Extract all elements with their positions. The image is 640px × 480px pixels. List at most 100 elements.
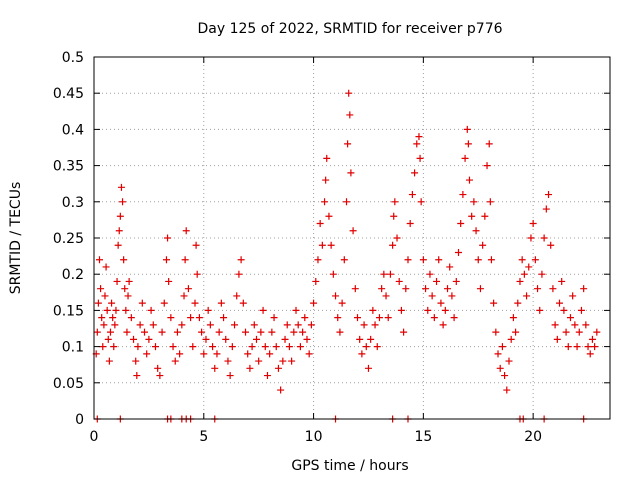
data-point-marker [222,335,230,343]
data-point-marker [143,350,151,358]
data-point-marker [145,335,153,343]
data-point-marker [316,220,324,228]
data-point-marker [393,234,401,242]
data-point-marker [195,314,203,322]
data-point-marker [116,212,124,220]
data-point-marker [384,314,392,322]
data-point-marker [536,306,544,314]
data-point-marker [373,343,381,351]
data-point-marker [507,335,515,343]
data-point-marker [417,198,425,206]
data-point-marker [564,343,572,351]
data-point-marker [123,328,131,336]
data-point-marker [422,285,430,293]
data-point-marker [120,256,128,264]
data-point-marker [591,343,599,351]
data-point-marker [147,306,155,314]
data-point-marker [349,227,357,235]
x-tick-label: 10 [305,429,323,445]
data-point-marker [514,299,522,307]
data-point-marker [301,314,309,322]
data-point-marker [314,256,322,264]
data-point-marker [593,328,601,336]
data-point-marker [299,328,307,336]
data-point-marker [457,220,465,228]
data-point-marker [318,241,326,249]
data-point-marker [176,350,184,358]
data-point-marker [463,125,471,133]
data-point-marker [448,292,456,300]
data-point-marker [102,263,110,271]
data-point-marker [531,256,539,264]
data-point-marker [415,133,423,141]
data-point-marker [378,285,386,293]
data-point-marker [406,220,414,228]
x-tick-label: 0 [90,429,99,445]
data-point-marker [588,335,596,343]
data-point-marker [529,220,537,228]
data-point-marker [274,364,282,372]
data-point-marker [336,328,344,336]
data-point-marker [516,277,524,285]
data-point-marker [288,357,296,365]
data-point-marker [136,321,144,329]
data-point-marker [244,350,252,358]
data-point-marker [498,343,506,351]
data-point-marker [452,277,460,285]
data-point-marker [105,357,113,365]
data-point-marker [586,350,594,358]
data-point-marker [180,292,188,300]
data-point-marker [181,256,189,264]
data-point-marker [125,277,133,285]
data-point-marker [439,321,447,329]
data-point-marker [121,285,129,293]
y-tick-label: 0.3 [62,195,84,211]
data-point-marker [171,357,179,365]
data-point-marker [167,314,175,322]
data-point-marker [375,314,383,322]
data-point-marker [382,292,390,300]
data-point-marker [134,343,142,351]
data-point-marker [133,372,141,380]
data-point-marker [103,306,111,314]
data-point-marker [362,343,370,351]
data-point-marker [242,328,250,336]
data-point-marker [542,205,550,213]
data-point-marker [211,364,219,372]
y-tick-label: 0.25 [53,231,84,247]
data-point-marker [538,270,546,278]
data-points [92,89,601,423]
data-point-marker [518,256,526,264]
data-point-marker [189,343,197,351]
data-point-marker [397,306,405,314]
data-point-marker [173,328,181,336]
data-point-marker [334,314,342,322]
data-point-marker [338,299,346,307]
data-point-marker [213,350,221,358]
data-point-marker [332,292,340,300]
data-point-marker [165,277,173,285]
data-point-marker [268,328,276,336]
data-point-marker [441,306,449,314]
data-point-marker [424,306,432,314]
data-point-marker [158,328,166,336]
data-point-marker [580,285,588,293]
data-point-marker [100,321,108,329]
data-point-marker [257,328,265,336]
data-point-marker [459,191,467,199]
data-point-marker [437,299,445,307]
data-point-marker [468,212,476,220]
y-tick-label: 0.4 [62,122,84,138]
data-point-marker [164,234,172,242]
data-point-marker [162,256,170,264]
data-point-marker [545,191,553,199]
data-point-marker [400,328,408,336]
y-tick-label: 0 [75,412,84,428]
data-point-marker [584,343,592,351]
data-point-marker [390,212,398,220]
data-point-marker [252,335,260,343]
data-point-marker [566,314,574,322]
data-point-marker [560,306,568,314]
data-point-marker [577,306,585,314]
